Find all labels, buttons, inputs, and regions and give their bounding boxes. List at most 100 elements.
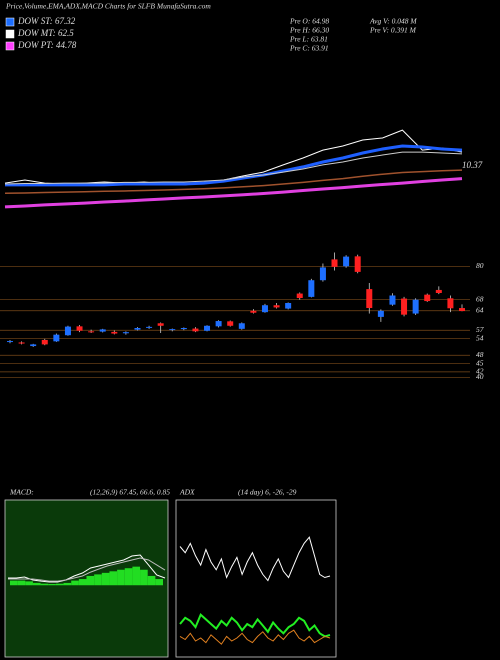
histogram-bar [55, 583, 64, 586]
candle-body [64, 326, 71, 336]
candle-body [308, 280, 315, 297]
histogram-bar [71, 580, 79, 586]
macd-line [8, 557, 166, 582]
histogram-bar [78, 579, 87, 586]
info-text: Pre O: 64.98 [289, 17, 329, 26]
ema-line [4, 169, 463, 195]
candle-body [7, 341, 13, 343]
candle-body [331, 259, 338, 267]
candle-body [30, 344, 37, 347]
histogram-bar [109, 571, 118, 586]
adx-line [179, 613, 331, 638]
y-tick-label: 40 [476, 372, 484, 381]
candle-body [88, 331, 95, 333]
ema-line [4, 177, 463, 209]
candle-body [296, 293, 303, 298]
ema-line [4, 151, 463, 185]
adx-line [179, 536, 331, 582]
candle-body [238, 323, 245, 329]
candle-body [389, 295, 396, 305]
candle-body [180, 328, 187, 330]
candle-body [53, 334, 60, 342]
ema-line [4, 129, 463, 186]
panel-label: MACD: [9, 488, 34, 497]
info-text: Avg V: 0.048 M [369, 17, 417, 26]
histogram-bar [63, 582, 72, 586]
candle-body [435, 289, 442, 293]
y-tick-label: 64 [476, 305, 484, 314]
histogram-bar [40, 583, 49, 586]
y-tick-label: 48 [476, 350, 484, 359]
legend-swatch [5, 29, 15, 39]
candle-body [169, 329, 176, 331]
candle-body [459, 308, 465, 312]
histogram-bar [48, 584, 56, 586]
candle-body [204, 325, 211, 331]
candle-body [447, 298, 454, 309]
histogram-bar [132, 566, 141, 586]
legend-label: DOW PT: 44.78 [17, 40, 77, 50]
candle-body [273, 305, 280, 308]
histogram-bar [147, 575, 156, 586]
info-text: Pre C: 63.91 [289, 44, 329, 53]
y-tick-label: 68 [476, 294, 484, 303]
histogram-bar [140, 569, 148, 586]
panel-params: (14 day) 6, -26, -29 [238, 488, 297, 497]
legend-swatch [5, 41, 15, 51]
candle-body [122, 332, 129, 334]
candle-body [99, 329, 106, 332]
ema-line [5, 144, 463, 187]
histogram-bar [94, 574, 102, 586]
histogram-bar [117, 569, 125, 586]
y-tick-label: 80 [476, 261, 484, 270]
info-text: Pre L: 63.81 [289, 35, 328, 44]
candle-body [424, 294, 431, 302]
histogram-bar [155, 579, 163, 586]
info-text: Pre V: 0.391 M [369, 26, 417, 35]
histogram-bar [32, 582, 41, 586]
candle-body [401, 298, 408, 315]
chart-title: Price,Volume,EMA,ADX,MACD Charts for SLF… [5, 2, 211, 11]
legend-label: DOW MT: 62.5 [17, 28, 74, 38]
candle-body [134, 328, 141, 330]
histogram-bar [86, 575, 95, 586]
histogram-bar [17, 580, 26, 586]
y-tick-label: 54 [476, 333, 484, 342]
candle-body [157, 323, 164, 326]
candle-body [343, 256, 350, 267]
candle-body [354, 256, 361, 272]
y-tick-label: 57 [476, 325, 484, 334]
legend-label: DOW ST: 67.32 [17, 16, 76, 26]
candle-body [261, 305, 268, 313]
legend-swatch [5, 17, 15, 27]
macd-line [8, 554, 166, 583]
histogram-bar [101, 572, 110, 586]
y-tick-label: 45 [476, 358, 484, 367]
histogram-bar [10, 580, 18, 586]
candle-body [76, 326, 83, 331]
candle-body [41, 339, 48, 345]
candle-body [366, 289, 373, 308]
adx-line [179, 629, 331, 645]
candle-body [285, 303, 292, 309]
info-text: Pre H: 66.30 [289, 26, 329, 35]
candle-body [250, 310, 257, 313]
histogram-bar [124, 568, 133, 586]
candle-body [319, 267, 326, 281]
candle-body [215, 321, 222, 327]
candle-body [18, 342, 25, 344]
annotation: 10.37 [462, 160, 483, 170]
candle-body [412, 299, 419, 314]
candle-body [227, 321, 234, 326]
panel-params: (12,26,9) 67.45, 66.6, 0.85 [90, 488, 170, 497]
candle-body [146, 326, 153, 328]
y-tick-label: 42 [476, 367, 484, 376]
histogram-bar [25, 581, 33, 586]
candle-body [377, 310, 384, 317]
candle-body [192, 328, 199, 332]
adx-panel [175, 499, 337, 658]
panel-label: ADX [179, 488, 195, 497]
candle-body [111, 331, 118, 334]
